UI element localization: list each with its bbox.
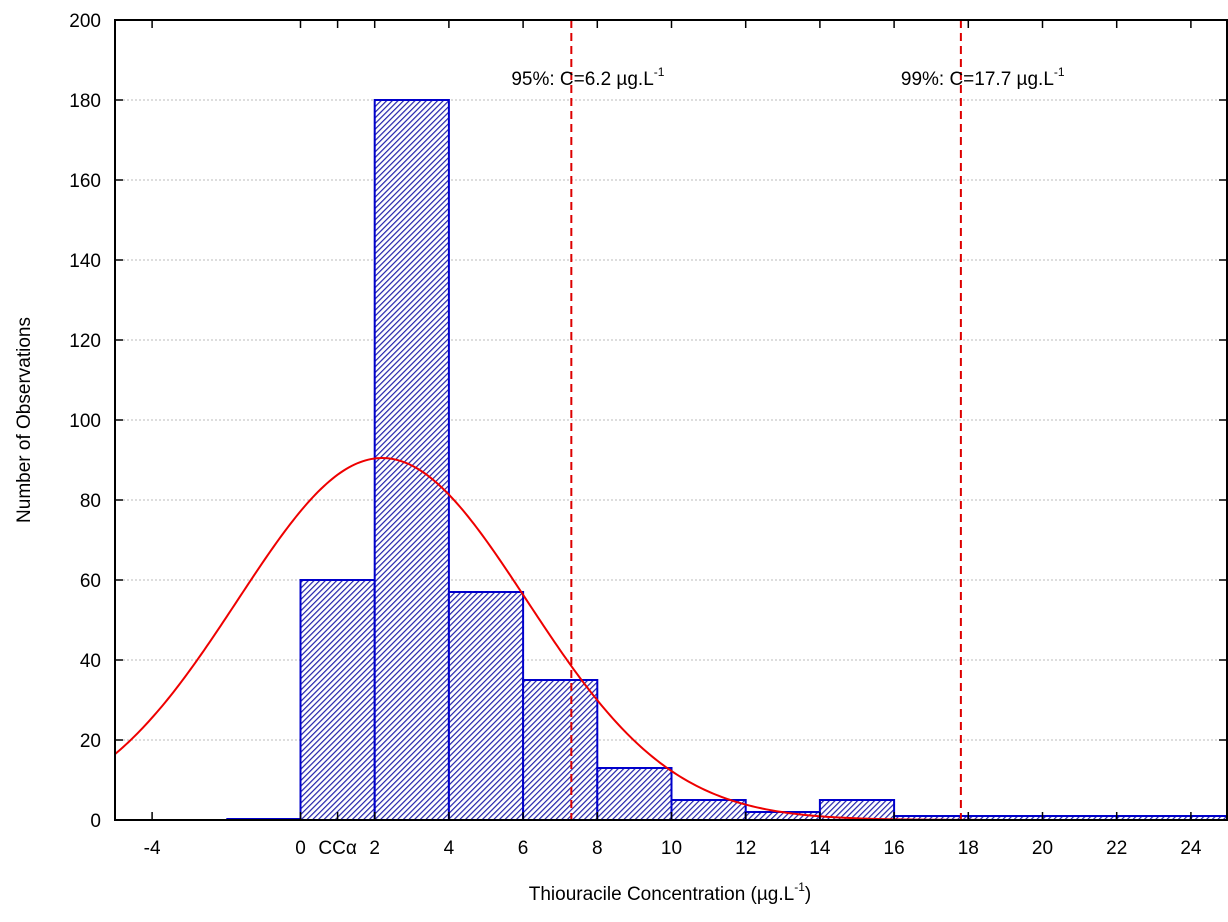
y-tick-label: 40 (80, 651, 101, 672)
x-tick-label: 6 (518, 838, 529, 859)
histogram-bars (226, 99, 1228, 821)
y-tick-label: 60 (80, 571, 101, 592)
threshold-lines: 95%: C=6.2 µg.L-1 99%: C=17.7 µg.L-1 (511, 20, 1065, 820)
y-tick-label: 140 (69, 251, 101, 272)
y-tick-label: 0 (90, 811, 101, 832)
y-tick-label: 180 (69, 91, 101, 112)
x-tick-label: 10 (661, 838, 682, 859)
x-tick-label: 12 (735, 838, 756, 859)
x-tick-label: 24 (1180, 838, 1202, 859)
x-tick-label: -4 (144, 838, 161, 859)
histogram-bar (596, 767, 673, 821)
y-tick-label: 20 (80, 731, 101, 752)
histogram-bar (447, 591, 525, 821)
y-tick-label: 120 (69, 331, 101, 352)
histogram-bar (670, 799, 747, 821)
x-tick-label: 20 (1032, 838, 1053, 859)
y-tick-label: 160 (69, 171, 101, 192)
histogram-bar (299, 579, 376, 821)
x-tick-label: 8 (592, 838, 603, 859)
y-tick-label: 200 (69, 11, 101, 32)
x-tick-label: 2 (369, 838, 380, 859)
y-tick-label: 80 (80, 491, 101, 512)
x-axis-label: Thiouracile Concentration (µg.L-1) (529, 880, 811, 905)
grid-lines (115, 99, 1228, 741)
y-tick-label: 100 (69, 411, 101, 432)
normal-fit-curve (115, 456, 1228, 821)
x-tick-label: 22 (1106, 838, 1127, 859)
histogram-bar (373, 99, 450, 821)
threshold-label: 99%: C=17.7 µg.L-1 (901, 65, 1065, 90)
normal-curve (115, 456, 1228, 821)
y-axis-label: Number of Observations (14, 317, 35, 523)
x-tick-label: 4 (444, 838, 455, 859)
threshold-label: 95%: C=6.2 µg.L-1 (511, 65, 664, 90)
x-tick-label: 0 (295, 838, 306, 859)
x-tick-label: 16 (884, 838, 905, 859)
histogram-bar (522, 679, 599, 821)
x-tick-label: 18 (958, 838, 979, 859)
x-tick-label: CCα (318, 838, 356, 859)
x-tick-label: 14 (809, 838, 831, 859)
